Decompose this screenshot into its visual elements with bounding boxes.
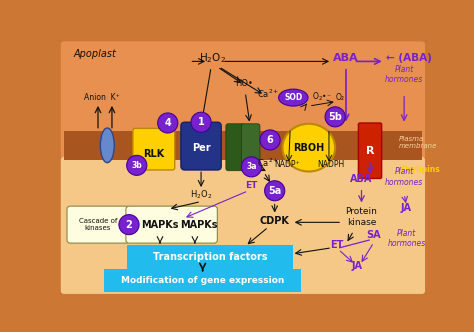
FancyBboxPatch shape: [61, 157, 425, 294]
Text: 5b: 5b: [328, 112, 342, 122]
Text: Cascade of
kinases: Cascade of kinases: [79, 218, 117, 231]
Text: MAPKs: MAPKs: [141, 220, 179, 230]
Text: 2: 2: [126, 220, 132, 230]
Bar: [64, 131, 394, 160]
Text: 6: 6: [267, 135, 273, 145]
Circle shape: [127, 155, 147, 175]
FancyBboxPatch shape: [241, 124, 260, 171]
FancyBboxPatch shape: [358, 123, 382, 178]
Ellipse shape: [100, 128, 114, 163]
Text: ET: ET: [245, 181, 258, 190]
FancyBboxPatch shape: [67, 206, 129, 243]
FancyBboxPatch shape: [58, 38, 428, 297]
Text: Transcription factors: Transcription factors: [153, 252, 268, 262]
Text: 3b: 3b: [131, 161, 142, 170]
Ellipse shape: [283, 124, 335, 172]
FancyBboxPatch shape: [181, 122, 221, 170]
FancyBboxPatch shape: [133, 128, 175, 170]
FancyBboxPatch shape: [128, 245, 293, 269]
Text: 5a: 5a: [268, 186, 282, 196]
Text: H$_2$O$_2$: H$_2$O$_2$: [190, 189, 212, 201]
FancyBboxPatch shape: [126, 206, 218, 243]
Text: MAPKs: MAPKs: [180, 220, 218, 230]
Text: O₂: O₂: [335, 93, 344, 102]
Text: Anion  K⁺: Anion K⁺: [84, 93, 120, 102]
FancyBboxPatch shape: [61, 42, 425, 159]
Text: CDPK: CDPK: [260, 216, 290, 226]
FancyBboxPatch shape: [226, 124, 245, 171]
Circle shape: [264, 181, 285, 201]
Text: JA: JA: [351, 261, 362, 271]
Text: ← (ABA): ← (ABA): [386, 53, 432, 63]
Text: Plant
hormones: Plant hormones: [385, 65, 423, 84]
Text: SA: SA: [366, 230, 381, 240]
Text: Plasma
membrane: Plasma membrane: [399, 136, 437, 149]
Text: Ca$^{2+}$: Ca$^{2+}$: [257, 156, 280, 169]
Text: Oxylipins: Oxylipins: [400, 165, 440, 174]
Circle shape: [241, 157, 262, 177]
Text: Protein
kinase: Protein kinase: [346, 207, 377, 227]
Text: HO•: HO•: [235, 79, 253, 88]
Text: RBOH: RBOH: [293, 143, 324, 153]
Text: Plant
hormones: Plant hormones: [387, 229, 426, 248]
Circle shape: [158, 113, 178, 133]
Text: Per: Per: [192, 143, 210, 153]
Text: ABA: ABA: [350, 174, 373, 184]
Circle shape: [325, 107, 345, 127]
Circle shape: [191, 112, 211, 132]
Circle shape: [260, 130, 280, 150]
Circle shape: [119, 214, 139, 235]
Text: 3a: 3a: [246, 162, 257, 171]
Text: 1: 1: [198, 117, 204, 127]
Text: SOD: SOD: [284, 93, 302, 102]
Text: Modification of gene expression: Modification of gene expression: [121, 276, 284, 285]
Text: Plant
hormones: Plant hormones: [385, 167, 423, 187]
Text: ET: ET: [330, 240, 343, 250]
FancyBboxPatch shape: [104, 269, 301, 292]
Text: JA: JA: [401, 203, 412, 213]
Text: H$_2$O$_2$: H$_2$O$_2$: [199, 51, 226, 65]
Text: R: R: [366, 146, 374, 156]
Text: O$_2$•⁻: O$_2$•⁻: [312, 91, 332, 103]
Text: NADPH: NADPH: [317, 160, 344, 169]
Ellipse shape: [279, 89, 308, 106]
Text: RLK: RLK: [143, 149, 164, 159]
Text: 4: 4: [164, 118, 171, 128]
Bar: [394, 131, 422, 160]
Text: Ca$^{2+}$: Ca$^{2+}$: [257, 87, 280, 100]
Text: NADP⁺: NADP⁺: [274, 160, 300, 169]
Text: Apoplast: Apoplast: [73, 49, 116, 59]
Text: ABA: ABA: [333, 53, 359, 63]
